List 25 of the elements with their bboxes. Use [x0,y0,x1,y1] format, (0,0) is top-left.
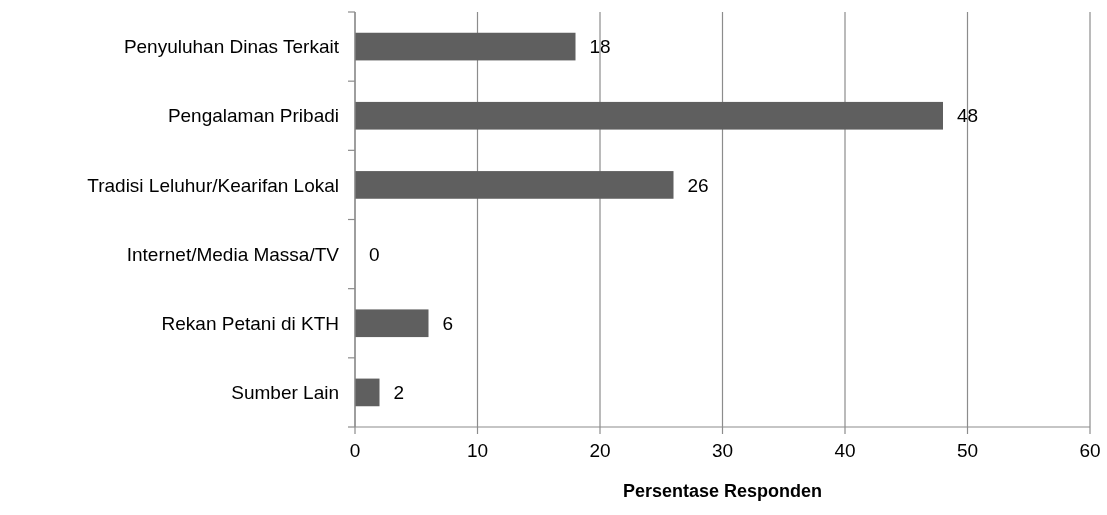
y-tick-label: Internet/Media Massa/TV [126,243,340,265]
bar [355,309,429,338]
y-tick-label: Sumber Lain [231,382,339,404]
y-tick-label: Rekan Petani di KTH [161,312,339,334]
data-label: 0 [369,243,380,265]
bar [355,378,380,407]
x-tick-label: 40 [834,440,856,461]
data-label: 6 [442,312,454,334]
x-tick-label: 30 [711,440,734,461]
bar [355,101,943,130]
data-label: 48 [957,105,979,127]
x-tick-label: 60 [1079,440,1101,461]
x-tick-label: 0 [349,440,361,461]
data-label: 26 [687,174,709,196]
bar [355,32,576,61]
bar [355,171,674,199]
x-tick-label: 20 [589,440,611,461]
data-label: 18 [589,36,611,58]
y-tick-label: Penyuluhan Dinas Terkait [123,36,340,58]
data-label: 2 [393,382,405,404]
x-tick-label: 50 [956,440,979,461]
y-tick-label: Pengalaman Pribadi [167,105,339,127]
x-tick-label: 10 [466,440,489,461]
x-axis-title: Persentase Responden [622,481,823,501]
y-tick-label: Tradisi Leluhur/Kearifan Lokal [87,174,339,196]
